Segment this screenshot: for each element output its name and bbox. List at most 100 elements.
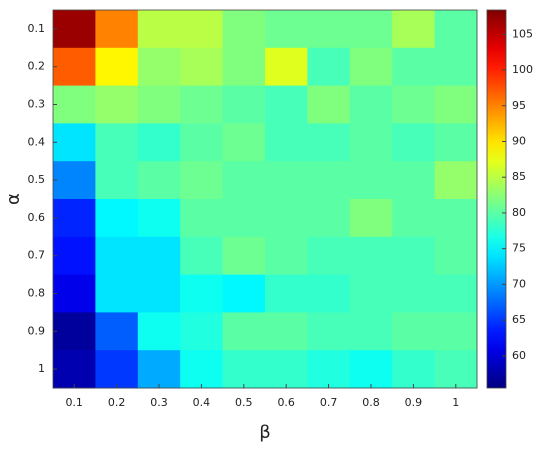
heatmap-cell xyxy=(95,236,139,276)
heatmap-cell xyxy=(53,312,96,351)
colorbar xyxy=(486,9,507,389)
heatmap-cell xyxy=(53,123,96,162)
x-tick-label: 0.3 xyxy=(150,396,168,409)
y-tick-label: 0.5 xyxy=(28,173,46,186)
heatmap-cell xyxy=(349,161,393,200)
heatmap-cell xyxy=(265,10,308,49)
heatmap-cell xyxy=(265,199,308,238)
heatmap-cell xyxy=(180,274,224,313)
heatmap-cell xyxy=(95,10,139,49)
heatmap-cell xyxy=(434,85,478,124)
heatmap-cell xyxy=(392,161,436,200)
heatmap-cell xyxy=(137,10,181,49)
heatmap-cell xyxy=(307,10,351,49)
heatmap-cell xyxy=(349,236,393,276)
heatmap-cell xyxy=(392,274,436,313)
heatmap-cell xyxy=(349,10,393,49)
heatmap-cell xyxy=(265,350,308,389)
heatmap-cell xyxy=(53,47,96,87)
x-tick-label: 0.7 xyxy=(320,396,338,409)
colorbar-tick-label: 65 xyxy=(512,313,526,326)
heatmap-cell xyxy=(137,47,181,87)
heatmap-cell xyxy=(222,350,266,389)
x-axis-label: β xyxy=(259,422,271,443)
heatmap-cell xyxy=(434,161,478,200)
heatmap-cell xyxy=(95,274,139,313)
heatmap-cell xyxy=(137,312,181,351)
x-tick-label: 0.4 xyxy=(193,396,211,409)
heatmap-cell xyxy=(222,312,266,351)
heatmap-cell xyxy=(180,123,224,162)
heatmap-cell xyxy=(434,274,478,313)
heatmap-cell xyxy=(265,274,308,313)
heatmap-cell xyxy=(307,199,351,238)
heatmap-cell xyxy=(180,312,224,351)
heatmap-cell xyxy=(434,236,478,276)
y-tick-label: 0.4 xyxy=(28,135,46,148)
y-tick-label: 0.3 xyxy=(28,98,46,111)
heatmap-cell xyxy=(307,161,351,200)
heatmap-cell xyxy=(180,236,224,276)
x-tick-label: 0.1 xyxy=(65,396,83,409)
heatmap-cell xyxy=(392,350,436,389)
y-tick-label: 0.8 xyxy=(28,287,46,300)
heatmap-cell xyxy=(95,123,139,162)
heatmap-cell xyxy=(392,47,436,87)
colorbar-tick-label: 70 xyxy=(512,277,526,290)
x-tick-label: 0.9 xyxy=(405,396,423,409)
heatmap-cell xyxy=(53,10,96,49)
heatmap-cell xyxy=(349,47,393,87)
heatmap-cell xyxy=(222,274,266,313)
y-tick-label: 0.7 xyxy=(28,249,46,262)
heatmap-cell xyxy=(349,274,393,313)
heatmap-cell xyxy=(95,312,139,351)
colorbar-tick-label: 60 xyxy=(512,349,526,362)
y-tick-label: 0.9 xyxy=(28,324,46,337)
heatmap-cell xyxy=(349,123,393,162)
y-tick-label: 0.1 xyxy=(28,22,46,35)
heatmap-cell xyxy=(349,350,393,389)
heatmap-cell xyxy=(307,350,351,389)
heatmap-cell xyxy=(392,236,436,276)
heatmap-cell xyxy=(137,123,181,162)
heatmap-cell xyxy=(180,10,224,49)
heatmap-cell xyxy=(53,85,96,124)
x-tick-label: 0.5 xyxy=(235,396,253,409)
heatmap-cell xyxy=(434,123,478,162)
heatmap-cell xyxy=(137,85,181,124)
heatmap-cell xyxy=(349,199,393,238)
colorbar-tick-label: 90 xyxy=(512,134,526,147)
heatmap-cell xyxy=(307,312,351,351)
heatmap-cell xyxy=(222,236,266,276)
heatmap-cell xyxy=(265,47,308,87)
plot-frame xyxy=(52,9,478,389)
y-axis-label: α xyxy=(3,193,24,205)
heatmap-cell xyxy=(307,47,351,87)
heatmap-cell xyxy=(307,85,351,124)
heatmap-cell xyxy=(95,161,139,200)
heatmap-cell xyxy=(180,85,224,124)
x-tick-label: 1 xyxy=(452,396,459,409)
heatmap-cell xyxy=(180,350,224,389)
heatmap-cell xyxy=(137,236,181,276)
heatmap-cell xyxy=(222,199,266,238)
heatmap-cell xyxy=(95,350,139,389)
heatmap-cell xyxy=(53,274,96,313)
heatmap-cell xyxy=(392,85,436,124)
heatmap-cell xyxy=(53,199,96,238)
heatmap-cell xyxy=(265,123,308,162)
heatmap-cell xyxy=(392,10,436,49)
heatmap-cell xyxy=(137,274,181,313)
heatmap-cell xyxy=(95,85,139,124)
heatmap-cell xyxy=(265,161,308,200)
heatmap-cell xyxy=(307,274,351,313)
heatmap-cell xyxy=(222,161,266,200)
heatmap-cell xyxy=(434,199,478,238)
heatmap-cell xyxy=(222,85,266,124)
heatmap-cell xyxy=(53,161,96,200)
heatmap-cell xyxy=(265,312,308,351)
heatmap-cell xyxy=(434,47,478,87)
x-tick-label: 0.8 xyxy=(362,396,380,409)
colorbar-tick-label: 95 xyxy=(512,99,526,112)
